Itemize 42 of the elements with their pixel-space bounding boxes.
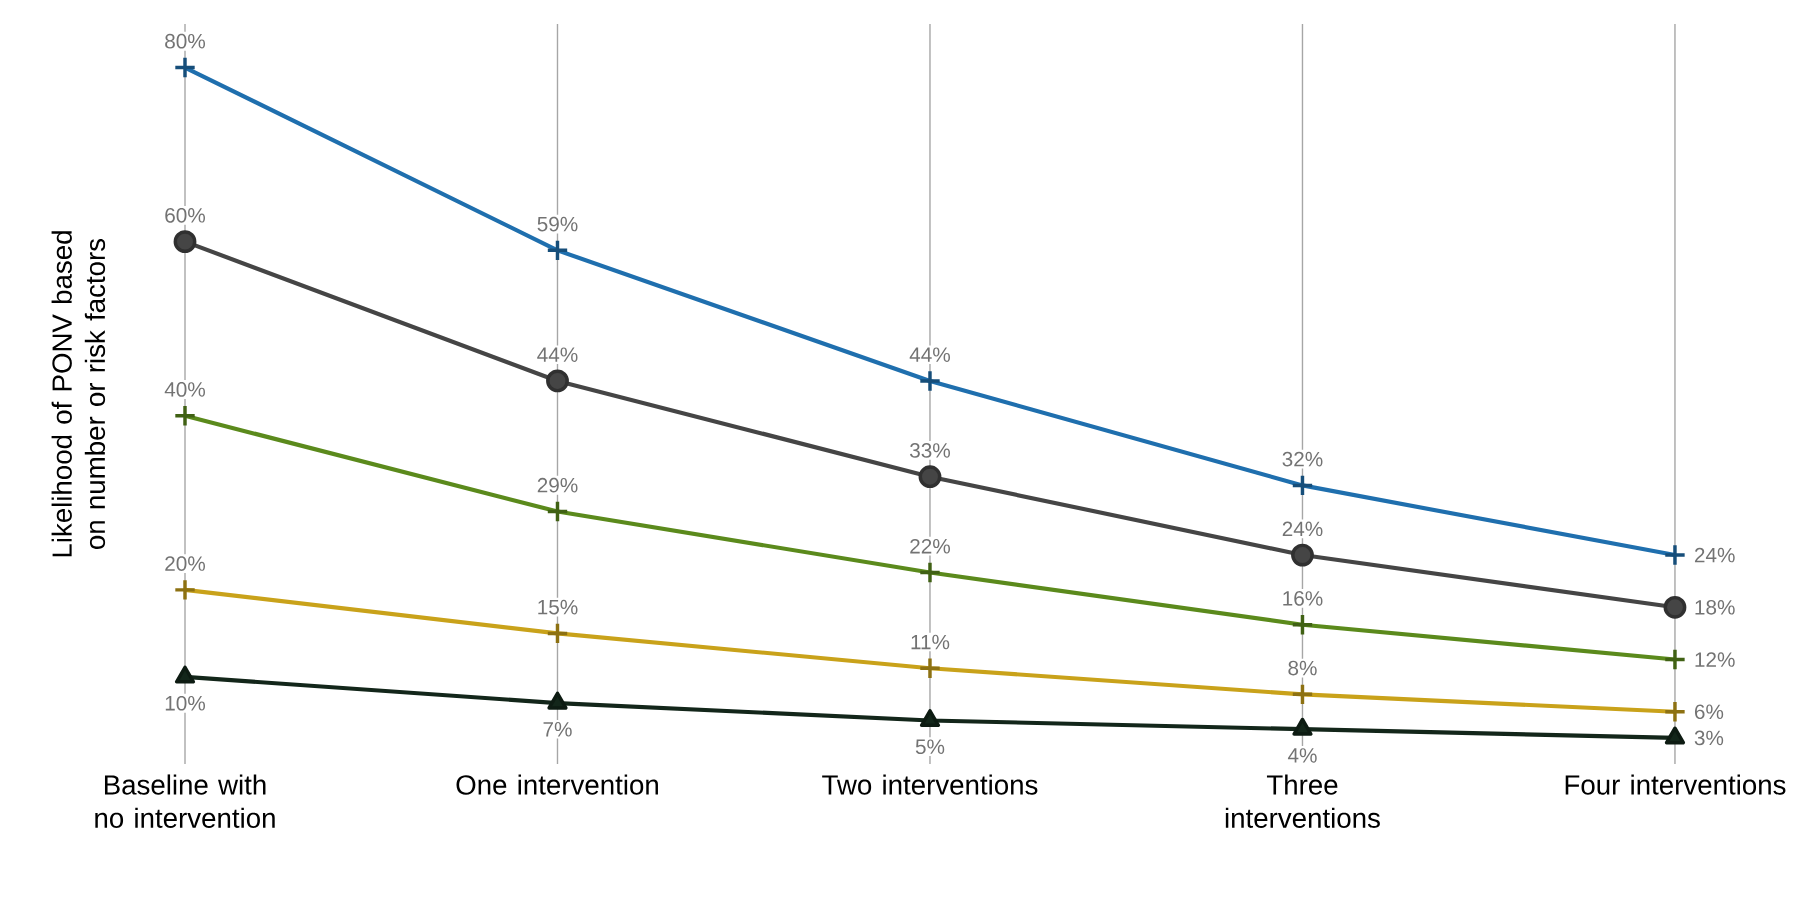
y-axis-title: Likelihood of PONV based on number or risk factors [51,231,106,557]
data-label: 29% [537,477,578,493]
data-label: 32% [1282,451,1323,467]
data-label: 12% [1695,652,1735,667]
x-tick-label: Four interventions [1565,774,1786,795]
data-label: 20% [165,556,206,571]
data-label: 15% [538,599,578,615]
data-label: 3% [1694,730,1724,746]
data-label: 22% [910,538,950,554]
data-label: 40% [164,382,206,397]
data-label: 5% [915,739,945,755]
point [546,500,569,523]
data-label: 80% [165,33,206,49]
data-label: 33% [909,443,950,458]
point [546,369,569,393]
data-label: 10% [165,695,206,711]
point [1663,648,1687,671]
data-label: 11% [911,634,950,650]
point [918,561,942,584]
point [1291,613,1314,637]
point [1291,543,1314,567]
point [173,230,197,254]
data-label: 24% [1282,521,1323,537]
x-tick-label: Three interventions [1225,774,1380,828]
x-tick-label: Baseline with no intervention [95,774,275,828]
data-label: 59% [537,216,578,232]
data-label: 8% [1288,660,1317,676]
data-label: 44% [537,347,578,362]
x-tick-label: Two interventions [822,774,1038,795]
data-label: 60% [165,207,206,223]
point [918,465,942,489]
point [1663,595,1687,619]
data-label: 7% [543,722,572,737]
data-label: 4% [1287,748,1317,763]
data-label: 24% [1694,547,1735,563]
point [173,404,197,428]
point [919,709,941,728]
data-label: 18% [1695,599,1735,615]
data-label: 6% [1694,704,1724,720]
x-tick-label: One intervention [456,774,658,795]
data-label: 16% [1283,591,1323,606]
data-label: 44% [909,347,950,362]
